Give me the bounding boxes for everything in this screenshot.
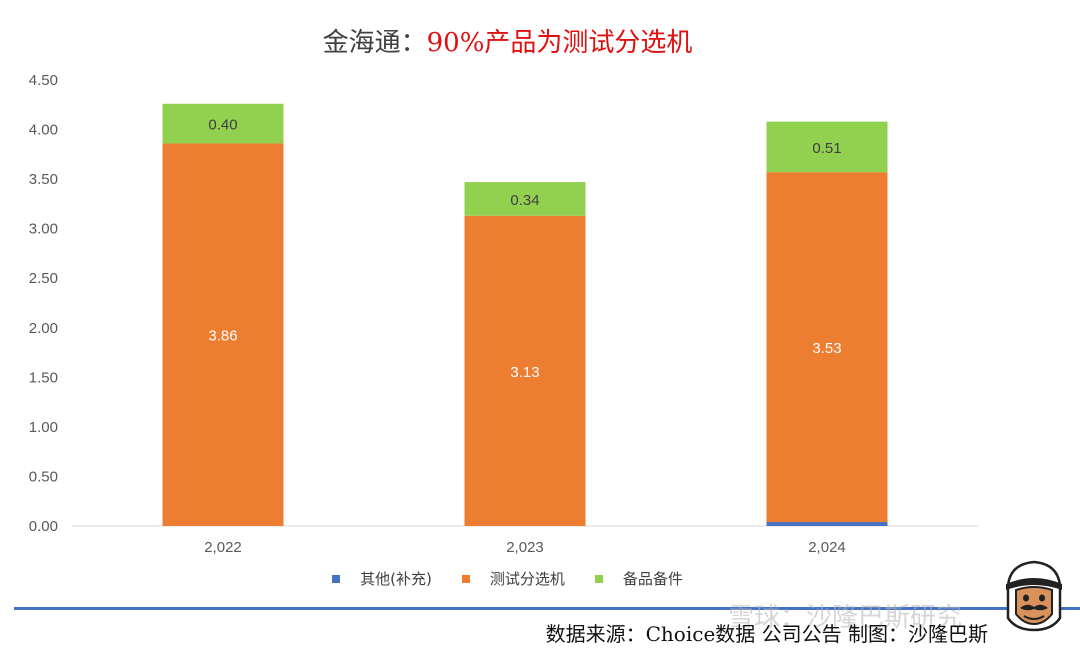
chart-title-prefix: 金海通： <box>322 28 427 58</box>
y-tick-label: 3.00 <box>29 221 58 238</box>
data-label-spares: 0.51 <box>812 140 841 157</box>
data-label-sorter: 3.53 <box>812 340 841 357</box>
legend-label-other: 其他(补充) <box>360 570 432 588</box>
legend-label-spares: 备品备件 <box>622 570 683 588</box>
y-tick-label: 2.00 <box>29 320 58 337</box>
legend-item-spares: 备品备件 <box>594 568 683 589</box>
data-label-sorter: 3.86 <box>208 328 237 345</box>
source-note: 数据来源：Choice数据 公司公告 制图：沙隆巴斯 <box>545 622 988 646</box>
legend-item-sorter: 测试分选机 <box>461 568 565 589</box>
legend-item-other: 其他(补充) <box>332 568 432 589</box>
y-tick-label: 0.00 <box>29 518 58 535</box>
bar-chart: 0.00 0.50 1.00 1.50 2.00 2.50 3.00 3.50 4.00 4.50… <box>29 72 978 556</box>
bar-spares <box>162 103 284 144</box>
x-tick-label: 2,024 <box>808 539 846 556</box>
y-tick-label: 3.50 <box>29 171 58 188</box>
chart-legend: 其他(补充) 测试分选机 备品备件 <box>0 568 1015 589</box>
bar-spares <box>464 182 586 216</box>
mascot-icon <box>1006 560 1062 632</box>
bar-sorter <box>464 215 586 526</box>
bar-sorter <box>766 172 888 523</box>
x-tick-label: 2,023 <box>506 539 544 556</box>
chart-title: 金海通：90%产品为测试分选机 <box>0 22 1015 59</box>
legend-swatch-spares <box>594 574 603 583</box>
bar-sorter <box>162 143 284 527</box>
legend-swatch-other <box>332 574 341 583</box>
data-label-spares: 0.40 <box>208 117 237 134</box>
y-tick-label: 2.50 <box>29 270 58 287</box>
y-tick-label: 1.00 <box>29 419 58 436</box>
legend-label-sorter: 测试分选机 <box>489 570 565 588</box>
bar-spares <box>766 121 888 173</box>
footer-rule <box>14 607 1080 610</box>
y-tick-label: 1.50 <box>29 369 58 386</box>
y-tick-label: 0.50 <box>29 468 58 485</box>
data-label-sorter: 3.13 <box>510 364 539 381</box>
y-tick-label: 4.50 <box>29 72 58 89</box>
chart-title-highlight: 90%产品为测试分选机 <box>426 28 693 58</box>
bar-other <box>766 522 888 526</box>
y-tick-label: 4.00 <box>29 122 58 139</box>
data-label-spares: 0.34 <box>510 192 539 209</box>
legend-swatch-sorter <box>461 574 470 583</box>
x-tick-label: 2,022 <box>204 539 242 556</box>
